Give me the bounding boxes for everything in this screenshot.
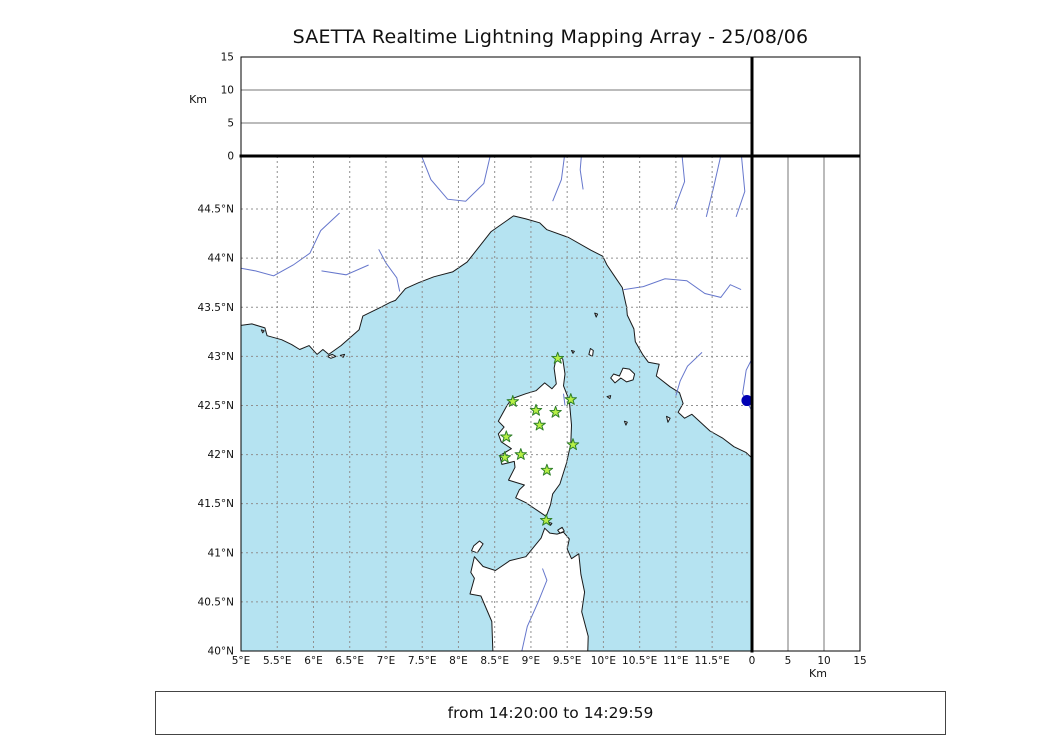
land-polygon-gorgona	[594, 312, 599, 318]
station-marker	[549, 405, 562, 418]
lat-tick-label: 43.5°N	[198, 302, 234, 314]
lon-tick-label: 9°E	[522, 655, 541, 667]
km-label-top: Km	[189, 93, 207, 106]
land-polygon-islet-north-cap	[571, 350, 575, 354]
lightning-event-dot	[741, 395, 752, 407]
lat-tick-label: 44°N	[208, 253, 234, 265]
lon-tick-label: 6.5°E	[335, 655, 364, 667]
lon-tick-label: 5°E	[232, 655, 251, 667]
time-range-box: from 14:20:00 to 14:29:59	[155, 691, 946, 735]
lat-tick-label: 44.5°N	[198, 204, 234, 216]
land-polygon-maddalena	[557, 526, 565, 534]
lon-tick-label: 7°E	[377, 655, 396, 667]
lon-tick-label: 7.5°E	[408, 655, 437, 667]
alt-lat-panel-frame	[751, 155, 861, 652]
lon-tick-label: 8.5°E	[480, 655, 509, 667]
lat-tick-label: 43°N	[208, 351, 234, 363]
river-golo-lagoon	[563, 393, 566, 406]
river-reno	[705, 156, 722, 218]
lat-tick-label: 40.5°N	[198, 596, 234, 608]
rivers-group	[241, 156, 752, 651]
river-coghinas	[521, 568, 548, 651]
page-title: SAETTA Realtime Lightning Mapping Array …	[292, 26, 809, 48]
river-taro	[579, 156, 584, 190]
station-marker	[566, 438, 580, 451]
lat-tick-label: 42.5°N	[198, 400, 234, 412]
lon-tick-label: 5.5°E	[263, 655, 292, 667]
river-var	[378, 249, 401, 292]
lat-tick-label: 42°N	[208, 449, 234, 461]
river-tanaro	[421, 156, 491, 202]
time-range-label: from 14:20:00 to 14:29:59	[447, 704, 654, 722]
station-marker	[498, 451, 511, 463]
alt-tick-label: 5	[785, 655, 792, 667]
map-gridlines	[241, 156, 752, 651]
alt-tick-label: 10	[817, 655, 830, 667]
alt-tick-label: 10	[221, 85, 234, 97]
river-verdon	[321, 264, 369, 276]
station-marker	[514, 448, 527, 460]
station-marker	[539, 513, 553, 526]
land-group	[241, 156, 752, 651]
land-polygon-corsica	[497, 353, 572, 517]
alt-tick-label: 0	[749, 655, 756, 667]
lon-tick-label: 11.5°E	[695, 655, 730, 667]
altitude-gridlines	[241, 89, 825, 651]
river-ombrone	[675, 352, 703, 396]
station-marker	[529, 403, 543, 416]
lat-tick-label: 41.5°N	[198, 498, 234, 510]
lon-tick-label: 6°E	[304, 655, 323, 667]
land-polygon-pianosa	[606, 395, 612, 400]
station-marker	[500, 430, 513, 443]
axis-labels: 40°N 40.5°N 41°N 41.5°N 42°N 42.5°N 43°N 43.5°N…	[189, 52, 867, 681]
alt-tick-label: 0	[227, 151, 234, 163]
lat-tick-label: 41°N	[208, 547, 234, 559]
river-trebbia	[552, 156, 565, 202]
river-durance	[241, 212, 340, 277]
station-marker	[533, 418, 546, 431]
corner-box-frame	[751, 56, 861, 157]
alt-lon-panel-frame	[240, 56, 753, 157]
land-polygon-sardinia	[469, 527, 589, 651]
km-label-right: Km	[809, 667, 827, 680]
river-panaro	[735, 156, 746, 218]
land-polygon-montecristo	[623, 420, 628, 426]
panel-frames	[239, 56, 861, 653]
station-marker	[551, 351, 564, 364]
station-marker	[506, 395, 519, 407]
land-polygon-giglio	[666, 415, 671, 423]
station-marker	[564, 393, 577, 405]
lat-tick-label: 40°N	[208, 646, 234, 658]
lon-tick-label: 9.5°E	[553, 655, 582, 667]
lon-tick-label: 8°E	[449, 655, 468, 667]
station-markers-group	[498, 351, 752, 526]
river-arno	[623, 278, 742, 298]
river-secchia	[673, 156, 686, 210]
land-polygon-frioul	[260, 329, 265, 334]
lon-tick-label: 10.5°E	[622, 655, 657, 667]
alt-tick-label: 15	[221, 52, 234, 64]
land-polygon-mainland	[241, 156, 752, 459]
alt-tick-label: 5	[227, 118, 234, 130]
station-marker	[540, 463, 554, 476]
land-polygon-elba	[610, 367, 636, 384]
lon-tick-label: 10°E	[591, 655, 616, 667]
lon-tick-label: 11°E	[663, 655, 688, 667]
alt-tick-label: 15	[853, 655, 866, 667]
